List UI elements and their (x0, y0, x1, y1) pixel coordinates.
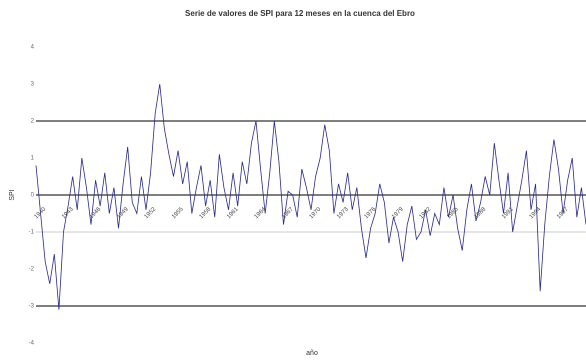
y-tick-label: -4 (29, 341, 35, 347)
y-tick-label: 2 (31, 119, 35, 125)
x-tick-label: 1979 (391, 206, 405, 220)
y-tick-label: 0 (31, 193, 35, 199)
x-tick-label: 1946 (89, 206, 103, 220)
y-tick-label: -2 (29, 267, 35, 273)
y-tick-label: 3 (31, 82, 35, 88)
x-axis-label: año (306, 350, 318, 357)
x-tick-label: 1973 (336, 206, 350, 220)
x-tick-label: 1967 (281, 206, 295, 220)
x-tick-label: 1997 (556, 206, 570, 220)
x-tick-label: 1955 (171, 206, 185, 220)
y-tick-label: -1 (29, 230, 35, 236)
y-axis-label: SPI (9, 189, 16, 200)
x-tick-label: 1988 (474, 206, 488, 220)
x-tick-label: 1949 (116, 206, 130, 220)
data-line (35, 83, 586, 310)
y-tick-label: 1 (31, 156, 35, 162)
y-tick-label: 4 (31, 45, 35, 51)
x-tick-label: 1982 (419, 206, 433, 220)
x-tick-label: 1985 (446, 206, 460, 220)
x-tick-label: 1991 (501, 206, 515, 220)
chart-title: Serie de valores de SPI para 12 meses en… (185, 9, 415, 18)
x-tick-label: 1943 (61, 206, 75, 220)
y-tick-label: -3 (29, 304, 35, 310)
x-tick-label: 1958 (199, 206, 213, 220)
